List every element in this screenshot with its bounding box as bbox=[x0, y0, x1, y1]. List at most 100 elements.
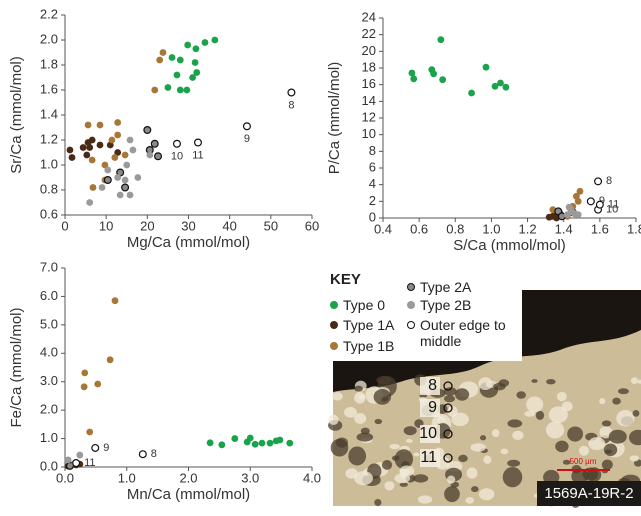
point bbox=[193, 69, 201, 76]
grain bbox=[374, 418, 383, 425]
grain bbox=[524, 410, 536, 417]
y-tick-label: 22 bbox=[362, 26, 376, 41]
point bbox=[184, 41, 192, 49]
grain bbox=[630, 377, 639, 384]
point bbox=[287, 88, 296, 97]
photo-label-bg bbox=[420, 377, 440, 395]
point bbox=[192, 45, 200, 53]
point bbox=[183, 86, 191, 94]
x-tick-label: 0.0 bbox=[56, 470, 74, 485]
point bbox=[211, 36, 219, 44]
grain bbox=[535, 410, 545, 420]
point bbox=[76, 451, 84, 459]
legend-swatch bbox=[330, 342, 338, 350]
grain bbox=[466, 467, 478, 479]
grain bbox=[546, 378, 556, 385]
point bbox=[286, 439, 294, 447]
legend-item: Type 1A bbox=[330, 317, 394, 333]
sample-label: 1569A-19R-2 bbox=[544, 485, 633, 502]
y-axis-title: Fe/Ca (mmol/mol) bbox=[8, 307, 25, 427]
grain bbox=[562, 459, 571, 465]
point-label: 10 bbox=[606, 204, 618, 216]
grain bbox=[443, 395, 456, 403]
point bbox=[129, 146, 137, 154]
point bbox=[430, 70, 437, 78]
grain bbox=[637, 379, 641, 384]
grain bbox=[354, 471, 373, 486]
legend-label: Type 2B bbox=[420, 297, 472, 313]
point bbox=[89, 184, 97, 191]
x-tick-label: 50 bbox=[264, 218, 278, 233]
grain bbox=[588, 437, 606, 451]
grain bbox=[389, 443, 400, 450]
point bbox=[189, 74, 197, 81]
legend: KEY Type 0 Type 1A Type 1B Type 2A Type 2B Ou… bbox=[322, 265, 522, 361]
grain bbox=[328, 414, 339, 425]
grain bbox=[507, 419, 523, 428]
grain bbox=[618, 388, 629, 395]
point bbox=[173, 71, 181, 79]
grain bbox=[413, 452, 420, 457]
grain bbox=[417, 495, 433, 504]
x-tick-label: 10 bbox=[99, 218, 113, 233]
grain bbox=[391, 455, 400, 461]
point bbox=[246, 434, 254, 442]
grain bbox=[470, 443, 486, 452]
point bbox=[83, 151, 91, 159]
legend-label: Outer edge to middle bbox=[420, 317, 506, 349]
point bbox=[242, 122, 251, 131]
photo-marker bbox=[443, 403, 453, 413]
grain bbox=[458, 454, 468, 463]
point bbox=[497, 79, 504, 87]
x-tick-label: 1.2 bbox=[519, 221, 537, 236]
point bbox=[116, 191, 124, 199]
y-tick-label: 7.0 bbox=[40, 259, 58, 274]
x-tick-label: 1.0 bbox=[482, 221, 500, 236]
x-tick-label: 0.8 bbox=[446, 221, 464, 236]
point bbox=[168, 54, 176, 61]
y-tick-label: 0.0 bbox=[40, 458, 58, 473]
grain bbox=[545, 421, 565, 439]
photo-marker bbox=[443, 381, 453, 391]
point bbox=[114, 174, 122, 181]
grain bbox=[405, 438, 413, 443]
point-label: 11 bbox=[84, 457, 95, 469]
legend-item: Type 2B bbox=[407, 297, 471, 313]
grain bbox=[354, 385, 363, 392]
grain bbox=[632, 410, 640, 417]
grain bbox=[478, 488, 495, 501]
photo-marker bbox=[443, 453, 453, 463]
y-tick-label: 2.0 bbox=[40, 402, 58, 417]
grain bbox=[491, 429, 500, 438]
grain bbox=[360, 427, 370, 435]
legend-label: Type 1A bbox=[343, 317, 395, 333]
point bbox=[111, 297, 119, 305]
point bbox=[191, 59, 199, 66]
grain bbox=[348, 446, 367, 466]
point bbox=[206, 439, 214, 447]
y-tick-label: 1.2 bbox=[40, 131, 58, 146]
grain bbox=[394, 449, 414, 469]
grain bbox=[354, 413, 367, 424]
grain bbox=[399, 482, 408, 487]
grain bbox=[601, 420, 612, 427]
point bbox=[586, 197, 595, 206]
grain bbox=[531, 379, 538, 383]
point bbox=[98, 184, 106, 191]
x-tick-label: 60 bbox=[305, 218, 319, 233]
grain bbox=[616, 409, 635, 427]
photo-label: 11 bbox=[420, 449, 437, 466]
grain bbox=[612, 397, 621, 405]
point bbox=[218, 441, 226, 449]
grain bbox=[502, 467, 523, 488]
grain bbox=[601, 459, 613, 470]
x-axis-title: S/Ca (mmol/mol) bbox=[453, 237, 566, 254]
sample-label-bg bbox=[537, 481, 641, 506]
y-tick-label: 1.8 bbox=[40, 56, 58, 71]
photo-label-bg bbox=[420, 425, 440, 443]
point-label: 11 bbox=[608, 199, 619, 211]
x-tick-label: 1.4 bbox=[555, 221, 573, 236]
grain bbox=[526, 396, 544, 413]
